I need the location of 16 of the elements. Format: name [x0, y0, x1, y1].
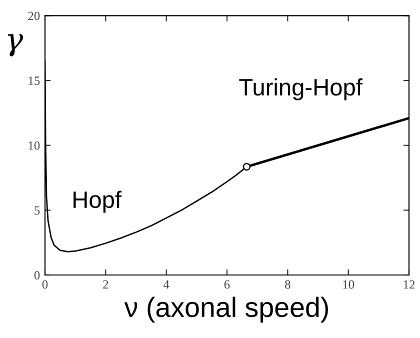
x-tick-label: 0 — [42, 280, 48, 289]
x-tick-label: 12 — [404, 280, 415, 289]
x-tick-label: 2 — [103, 280, 108, 289]
series-label: Hopf — [74, 190, 122, 213]
x-tick-label: 8 — [285, 280, 290, 289]
y-tick-label: 10 — [28, 141, 40, 150]
x-tick-label: 6 — [224, 280, 230, 289]
y-tick-label: 15 — [28, 76, 40, 85]
x-axis-title: ν (axonal speed) — [124, 296, 328, 323]
x-tick-label: 10 — [343, 280, 354, 289]
y-tick-label: 0 — [34, 271, 40, 280]
y-tick-label: 5 — [34, 206, 40, 215]
x-tick-label: 4 — [163, 280, 170, 289]
series-label: Turing-Hopf — [239, 78, 362, 100]
y-tick-label: 20 — [28, 12, 40, 20]
y-axis-title: γ — [8, 34, 24, 56]
